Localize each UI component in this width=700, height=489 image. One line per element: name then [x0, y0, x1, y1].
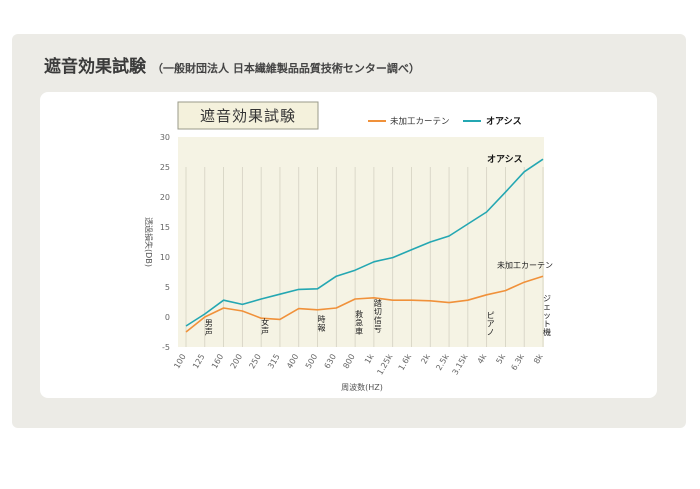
- x-tick-label: 2k: [419, 352, 432, 365]
- x-tick-label: 500: [304, 353, 319, 371]
- x-tick-label: 250: [247, 353, 262, 371]
- x-tick-label: 3.15k: [451, 352, 470, 376]
- x-tick-label: 800: [341, 353, 356, 371]
- x-tick-label: 125: [191, 353, 206, 371]
- legend-label: 未加工カーテン: [390, 116, 450, 127]
- y-axis: -5 0 5 10 15 20 25 30: [160, 133, 170, 352]
- sound-source-label: ジェット機: [543, 294, 551, 337]
- x-tick-label: 6.3k: [509, 352, 526, 372]
- subtitle-text: （一般財団法人 日本繊維製品品質技術センター調べ）: [152, 62, 420, 75]
- y-tick-label: -5: [162, 343, 170, 352]
- plot-area: [178, 137, 544, 347]
- y-tick-label: 15: [160, 223, 170, 232]
- title-text: 遮音効果試験: [44, 57, 146, 77]
- grid-lines: [185, 167, 544, 347]
- x-tick-label: 315: [266, 353, 281, 371]
- x-tick-label: 1.6k: [397, 352, 414, 372]
- x-axis-label: 周波数(HZ): [341, 382, 383, 392]
- y-tick-label: 0: [165, 313, 170, 322]
- sound-source-label: 女声: [261, 317, 269, 336]
- x-tick-label: 1k: [363, 352, 376, 365]
- sound-source-label: 踏切信号: [374, 298, 382, 334]
- y-tick-label: 10: [160, 253, 170, 262]
- legend: 未加工カーテン オアシス: [368, 116, 522, 127]
- x-tick-label: 400: [285, 353, 300, 371]
- y-tick-label: 25: [160, 163, 170, 172]
- sound-source-label: 時報: [318, 315, 326, 333]
- x-tick-label: 630: [323, 353, 338, 371]
- chart-title: 遮音効果試験: [200, 107, 296, 125]
- x-tick-label: 1.25k: [375, 352, 394, 376]
- page-title: 遮音効果試験 （一般財団法人 日本繊維製品品質技術センター調べ）: [44, 52, 420, 77]
- series-end-label: 未加工カーテン: [497, 260, 553, 270]
- x-tick-label: 8k: [532, 352, 545, 365]
- x-tick-label: 200: [229, 353, 244, 371]
- series-line-oasis: [185, 158, 544, 327]
- x-tick-label: 5k: [494, 352, 507, 365]
- y-axis-label: 透過損失(DB): [144, 217, 154, 267]
- y-tick-label: 20: [160, 193, 170, 202]
- x-axis: 100 125 160 200 250 315 400 500 630 800 1k 1.25k 1.6…: [172, 352, 545, 376]
- sound-source-label: 男声: [205, 319, 213, 337]
- series-line-untreated-curtain: [185, 275, 544, 333]
- sound-source-label: 救急車: [355, 309, 363, 336]
- x-tick-label: 100: [172, 353, 187, 371]
- series-end-label: オアシス: [487, 154, 523, 165]
- legend-label: オアシス: [486, 116, 522, 127]
- chart-title-box: [177, 101, 319, 130]
- x-tick-label: 2.5k: [434, 352, 451, 372]
- x-tick-label: 4k: [476, 352, 489, 365]
- sound-source-label: ピアノ: [487, 311, 495, 337]
- y-tick-label: 30: [160, 133, 170, 142]
- annotations: 男声 女声 時報 救急車 踏切信号 ピアノ ジェット機: [205, 294, 551, 337]
- y-tick-label: 5: [165, 283, 170, 292]
- series-group: 未加工カーテン オアシス: [185, 154, 553, 333]
- x-tick-label: 160: [210, 353, 225, 371]
